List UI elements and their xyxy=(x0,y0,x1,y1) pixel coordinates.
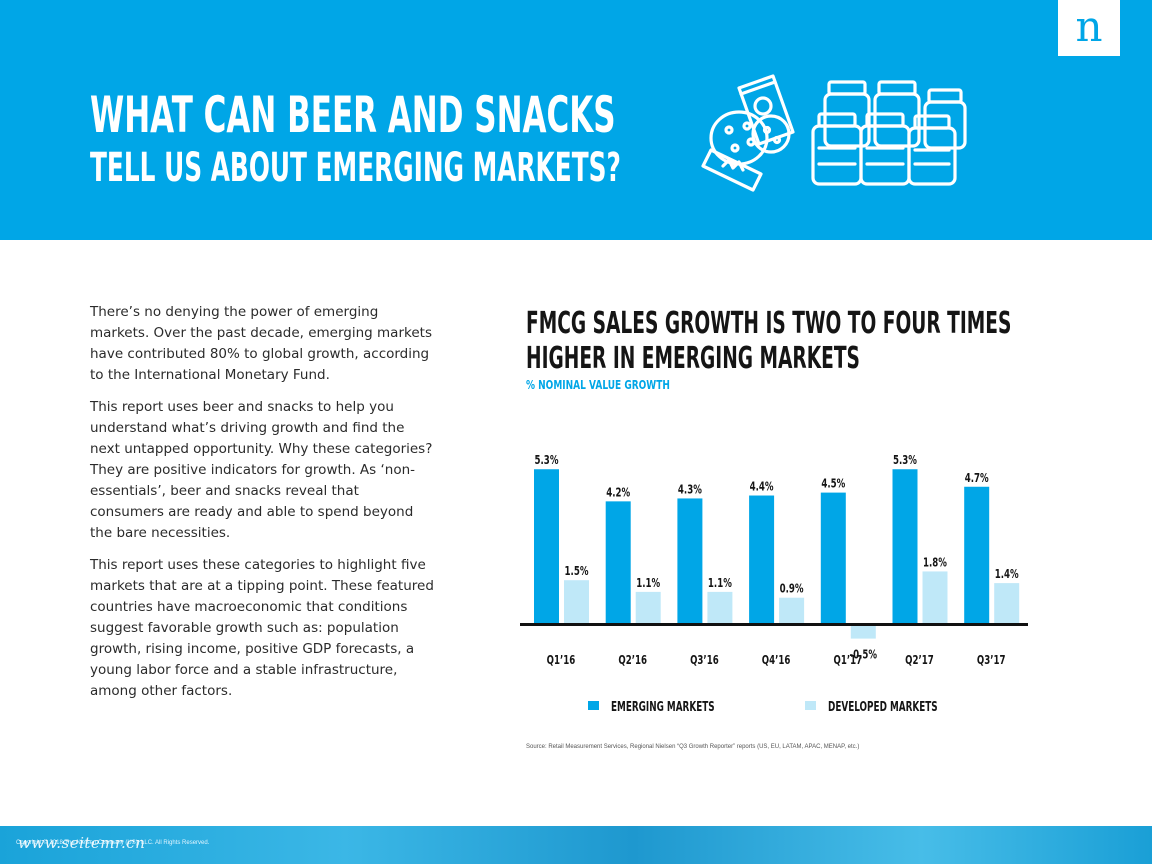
developed-bar-1 xyxy=(635,591,661,624)
developed-bar-5 xyxy=(922,571,948,624)
x-tick-label-6: Q3’17 xyxy=(977,654,1006,668)
x-tick-label-0: Q1’16 xyxy=(547,654,576,668)
title-line-2: TELL US ABOUT EMERGING MARKETS? xyxy=(90,145,621,191)
watermark-text: www.seitemr.cn xyxy=(18,834,146,852)
chart-title-line-2: HIGHER IN EMERGING MARKETS xyxy=(526,341,860,376)
chart-y-label: % NOMINAL VALUE GROWTH xyxy=(526,378,670,392)
emerging-bar-1 xyxy=(605,501,631,624)
intro-paragraph-2: This report uses beer and snacks to help… xyxy=(90,399,433,541)
intro-paragraph-1: There’s no denying the power of emerging… xyxy=(90,304,432,383)
snacks-and-beer-illustration-icon xyxy=(701,74,967,192)
emerging-value-label-6: 4.7% xyxy=(965,471,989,485)
developed-value-label-6: 1.4% xyxy=(995,568,1019,582)
developed-value-label-3: 0.9% xyxy=(780,582,804,596)
developed-bar-2 xyxy=(707,591,733,624)
x-tick-label-3: Q4’16 xyxy=(762,654,791,668)
nielsen-logo[interactable]: n xyxy=(1058,0,1120,56)
intro-paragraph-3: This report uses these categories to hig… xyxy=(90,557,434,699)
developed-value-label-4: -0.5% xyxy=(850,648,878,662)
emerging-bar-3 xyxy=(749,495,775,624)
emerging-bar-6 xyxy=(964,486,990,624)
x-tick-label-5: Q2’17 xyxy=(905,654,934,668)
emerging-bar-4 xyxy=(820,492,846,624)
legend-label-1: DEVELOPED MARKETS xyxy=(828,699,938,714)
emerging-value-label-1: 4.2% xyxy=(606,486,630,500)
developed-value-label-1: 1.1% xyxy=(636,577,660,591)
legend-label-0: EMERGING MARKETS xyxy=(611,699,715,714)
source-note: Source: Retail Measurement Services, Reg… xyxy=(526,744,860,750)
developed-value-label-5: 1.8% xyxy=(923,556,947,570)
emerging-value-label-5: 5.3% xyxy=(893,454,917,468)
developed-bar-6 xyxy=(994,583,1020,624)
page-title: WHAT CAN BEER AND SNACKS TELL US ABOUT E… xyxy=(90,86,621,192)
emerging-value-label-2: 4.3% xyxy=(678,483,702,497)
emerging-bar-0 xyxy=(534,469,559,624)
emerging-bar-2 xyxy=(677,498,703,624)
x-axis-line xyxy=(520,623,1028,626)
copyright-text: Copyright © 2018 The Nielsen Company (US… xyxy=(16,840,210,846)
x-tick-label-1: Q2’16 xyxy=(618,654,647,668)
header-banner: WHAT CAN BEER AND SNACKS TELL US ABOUT E… xyxy=(0,0,1152,240)
chart-title-line-1: FMCG SALES GROWTH IS TWO TO FOUR TIMES xyxy=(526,306,1012,341)
title-line-1: WHAT CAN BEER AND SNACKS xyxy=(90,86,616,144)
legend-swatch-1 xyxy=(805,701,816,710)
developed-value-label-0: 1.5% xyxy=(565,565,589,579)
emerging-value-label-3: 4.4% xyxy=(750,480,774,494)
intro-text: There’s no denying the power of emerging… xyxy=(90,302,435,713)
x-tick-label-2: Q3’16 xyxy=(690,654,719,668)
developed-bar-3 xyxy=(779,597,805,624)
chart-title: FMCG SALES GROWTH IS TWO TO FOUR TIMES H… xyxy=(526,306,1011,376)
developed-value-label-2: 1.1% xyxy=(708,577,732,591)
emerging-value-label-0: 5.3% xyxy=(535,454,559,468)
emerging-value-label-4: 4.5% xyxy=(821,477,845,491)
legend-swatch-0 xyxy=(588,701,599,710)
footer-band: Copyright © 2018 The Nielsen Company (US… xyxy=(0,826,1152,864)
bar-chart: 5.3% 1.5% Q1’16 4.2% 1.1% Q2’16 4.3% 1.1% Q3’16 4… xyxy=(520,454,1028,715)
developed-bar-4 xyxy=(850,624,876,639)
developed-bar-0 xyxy=(564,580,589,624)
x-tick-label-4: Q1’17 xyxy=(833,654,862,668)
emerging-bar-5 xyxy=(892,469,918,624)
